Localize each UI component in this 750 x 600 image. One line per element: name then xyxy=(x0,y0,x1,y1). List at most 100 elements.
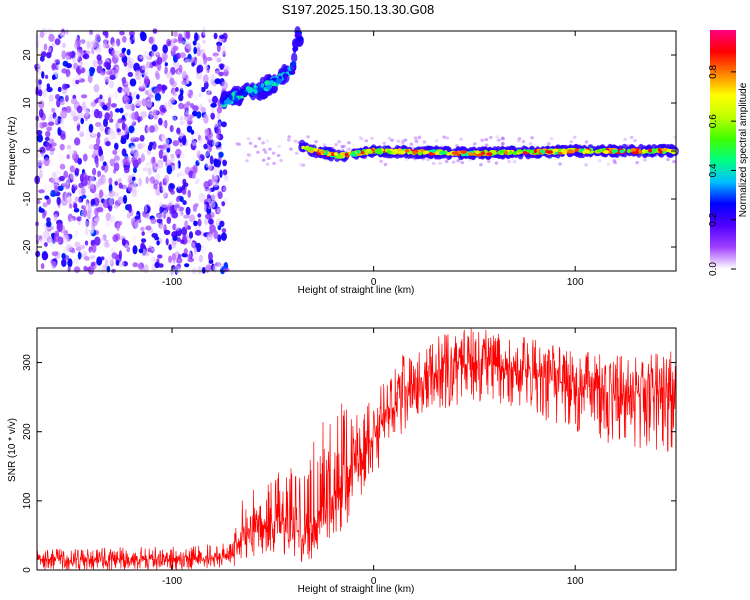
spectrogram-cell xyxy=(573,135,577,139)
spectrogram-cell xyxy=(46,86,53,93)
spectrogram-cell xyxy=(193,46,198,55)
spectrogram-cell xyxy=(221,228,227,233)
spectrogram-cell xyxy=(122,172,129,178)
spectrogram-cell xyxy=(39,183,45,190)
spectrogram-cell xyxy=(69,165,75,173)
spectrogram-cell xyxy=(159,206,164,214)
spectrogram-cell xyxy=(47,121,55,126)
spectrogram-cell xyxy=(253,144,258,148)
spectrogram-cell xyxy=(414,140,419,144)
spectrogram-cell xyxy=(126,56,131,66)
spectrogram-cell xyxy=(297,36,304,42)
spectrogram-cell xyxy=(98,247,105,252)
spectrogram-cell xyxy=(118,67,124,74)
spectrogram-cell xyxy=(85,129,91,138)
spectrogram-cell xyxy=(633,139,637,143)
spectrogram-cell xyxy=(51,142,57,147)
spectrogram-cells xyxy=(34,26,679,276)
spectrogram-cell xyxy=(212,264,217,273)
spectrogram-cell xyxy=(170,153,175,159)
spectrogram-cell xyxy=(166,108,173,116)
spectrogram-cell xyxy=(396,139,401,143)
spectrogram-cell xyxy=(53,233,60,243)
spectrogram-cell xyxy=(188,65,195,71)
spectrogram-cell xyxy=(208,218,214,225)
spectrogram-cell xyxy=(145,176,149,184)
spectrogram-cell xyxy=(96,54,102,61)
spectrogram-cell xyxy=(209,224,217,233)
spectrogram-cell xyxy=(90,101,97,107)
spectrogram-cell xyxy=(261,141,265,145)
spectrogram-cell xyxy=(109,110,113,119)
spectrogram-cell xyxy=(176,186,183,194)
spectrogram-cell xyxy=(172,45,179,52)
spectrogram-cell xyxy=(245,159,249,163)
spectrogram-cell xyxy=(39,238,46,244)
spectrogram-cell xyxy=(239,88,245,94)
spectrogram-cell xyxy=(257,137,262,141)
spectrogram-cell xyxy=(540,149,546,154)
spectrogram-cell xyxy=(202,188,210,195)
spectrogram-cell xyxy=(112,185,120,193)
spectrogram-cell xyxy=(130,236,137,245)
spectrogram-cell xyxy=(266,156,271,160)
spectrogram-cell xyxy=(191,134,195,142)
spectrogram-cell xyxy=(475,150,480,154)
spectrogram-cell xyxy=(51,172,57,181)
spectrogram-cell xyxy=(383,162,388,167)
spectrogram-cell xyxy=(140,226,145,232)
spectrogram-cell xyxy=(281,63,288,74)
spectrogram-cell xyxy=(109,80,114,89)
spectrogram-cell xyxy=(219,63,224,70)
spectrogram-cell xyxy=(65,55,71,62)
spectrogram-cell xyxy=(121,148,127,157)
spectrogram-cell xyxy=(104,194,110,199)
spectrogram-cell xyxy=(141,231,145,237)
spectrogram-cell xyxy=(88,144,95,150)
spectrogram-cell xyxy=(507,160,511,164)
spectrogram-cell xyxy=(287,138,291,142)
spectrogram-cell xyxy=(38,89,43,97)
spectrogram-cell xyxy=(479,163,483,167)
spectrogram-cell xyxy=(39,169,43,179)
spectrogram-cell xyxy=(169,183,175,189)
spectrogram-cell xyxy=(562,150,568,155)
spectrogram-cell xyxy=(59,122,65,130)
spectrogram-cell xyxy=(253,84,257,89)
spectrogram-cell xyxy=(141,238,147,243)
spectrogram-cell xyxy=(178,93,184,102)
spectrogram-cell xyxy=(222,169,228,176)
spectrogram-cell xyxy=(43,157,50,167)
spectrogram-cell xyxy=(504,150,508,155)
spectrogram-cell xyxy=(93,217,100,223)
spectrogram-cell xyxy=(81,205,87,210)
spectrogram-cell xyxy=(185,98,190,107)
spectrogram-cell xyxy=(40,152,45,158)
spectrogram-cell xyxy=(666,157,670,162)
spectrogram-cell xyxy=(651,149,656,153)
spectrogram-cell xyxy=(186,101,191,106)
spectrogram-cell xyxy=(77,111,83,120)
spectrogram-cell xyxy=(269,80,275,85)
spectrogram-cell xyxy=(84,240,89,246)
spectrogram-cell xyxy=(144,181,151,187)
spectrogram-cell xyxy=(52,112,57,120)
spectrogram-cell xyxy=(62,83,68,90)
spectrogram-cell xyxy=(93,143,100,151)
spectrogram-cell xyxy=(333,152,339,156)
spectrogram-cell xyxy=(51,251,59,257)
spectrogram-cell xyxy=(69,114,75,124)
spectrogram-cell xyxy=(196,150,201,159)
spectrogram-cell xyxy=(81,194,87,199)
spectrogram-cell xyxy=(210,112,215,120)
snr-series-line xyxy=(36,328,677,571)
spectrogram-cell xyxy=(58,33,63,39)
spectrogram-cell xyxy=(43,182,48,192)
spectrogram-y-tick-label: -10 xyxy=(22,191,33,206)
spectrogram-cell xyxy=(95,160,99,168)
spectrogram-cell xyxy=(123,60,128,67)
spectrogram-cell xyxy=(216,113,221,120)
spectrogram-cell xyxy=(672,160,676,164)
spectrogram-cell xyxy=(200,237,207,246)
spectrogram-cell xyxy=(59,143,65,151)
